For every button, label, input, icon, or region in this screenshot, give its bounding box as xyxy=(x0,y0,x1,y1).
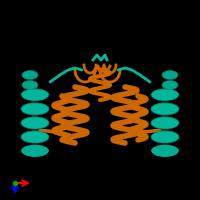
Ellipse shape xyxy=(21,145,49,157)
Ellipse shape xyxy=(162,80,178,90)
Ellipse shape xyxy=(22,80,38,90)
Ellipse shape xyxy=(151,103,179,115)
Ellipse shape xyxy=(21,131,49,143)
Ellipse shape xyxy=(151,89,179,101)
Ellipse shape xyxy=(21,89,49,101)
Ellipse shape xyxy=(151,117,179,129)
Ellipse shape xyxy=(21,89,49,101)
Ellipse shape xyxy=(21,103,49,115)
Ellipse shape xyxy=(151,117,179,129)
Ellipse shape xyxy=(21,117,49,129)
Ellipse shape xyxy=(22,71,38,79)
Ellipse shape xyxy=(21,103,49,115)
Ellipse shape xyxy=(151,145,179,157)
Ellipse shape xyxy=(21,131,49,143)
Ellipse shape xyxy=(151,131,179,143)
Ellipse shape xyxy=(151,131,179,143)
Ellipse shape xyxy=(21,117,49,129)
Ellipse shape xyxy=(162,71,178,79)
Ellipse shape xyxy=(151,89,179,101)
Ellipse shape xyxy=(151,103,179,115)
